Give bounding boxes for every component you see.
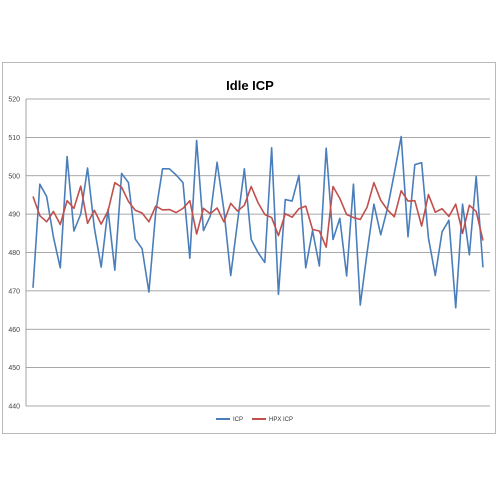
y-tick-label: 440: [8, 404, 20, 411]
y-tick-label: 450: [8, 365, 20, 372]
y-tick-label: 510: [8, 135, 20, 142]
y-tick-label: 470: [8, 288, 20, 295]
y-tick-label: 520: [8, 97, 20, 104]
series-line-hpx-icp: [32, 181, 484, 248]
chart-area: [2, 62, 496, 434]
chart-title: Idle ICP: [226, 78, 274, 93]
y-tick-label: 490: [8, 212, 20, 219]
y-tick-label: 480: [8, 250, 20, 257]
legend-label: HPX ICP: [269, 417, 293, 423]
legend-label: ICP: [233, 417, 243, 423]
y-tick-label: 460: [8, 327, 20, 334]
y-tick-label: 500: [8, 173, 20, 180]
